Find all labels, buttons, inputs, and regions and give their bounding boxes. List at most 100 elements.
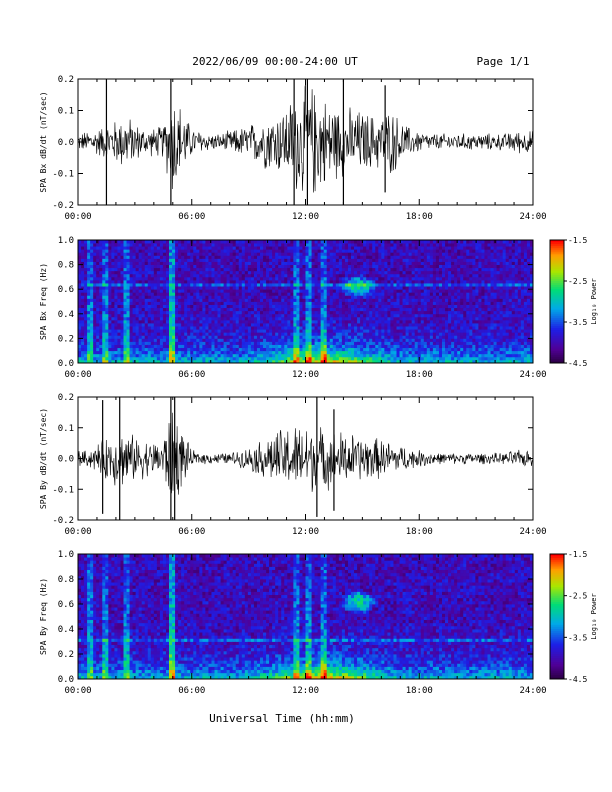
spectrogram-cell (78, 249, 82, 253)
spectrogram-cell (156, 307, 161, 312)
spectrogram-cell (211, 273, 215, 278)
spectrogram-cell (229, 326, 234, 330)
spectrogram-cell (169, 356, 173, 361)
spectrogram-cell (290, 292, 294, 296)
spectrogram-cell (402, 347, 406, 352)
spectrogram-cell (448, 298, 452, 302)
spectrogram-cell (426, 295, 431, 299)
spectrogram-cell (351, 292, 355, 296)
spectrogram-cell (105, 279, 109, 284)
spectrogram-cell (287, 267, 291, 272)
spectrogram-cell (432, 353, 437, 358)
spectrogram-cell (426, 255, 431, 259)
spectrogram-cell (126, 276, 130, 281)
spectrogram-cell (372, 319, 376, 324)
spectrogram-cell (435, 264, 440, 269)
spectrogram-cell (314, 319, 319, 324)
spectrogram-cell (296, 270, 300, 275)
spectrogram-cell (144, 240, 149, 244)
spectrogram-cell (417, 279, 422, 284)
spectrogram-cell (141, 298, 146, 302)
spectrogram-cell (442, 344, 446, 349)
spectrogram-cell (129, 261, 133, 265)
spectrogram-cell (341, 292, 346, 296)
spectrogram-cell (178, 267, 182, 272)
spectrogram-cell (229, 304, 234, 309)
spectrogram-cell (147, 283, 152, 287)
spectrogram-cell (347, 276, 352, 281)
spectrogram-cell (393, 329, 397, 333)
spectrogram-cell (320, 347, 325, 352)
spectrogram-cell (435, 255, 440, 259)
spectrogram-cell (438, 249, 443, 253)
spectrogram-cell (269, 243, 273, 247)
spectrogram-cell (408, 273, 413, 278)
spectrogram-cell (372, 246, 376, 250)
spectrogram-cell (196, 246, 200, 250)
spectrogram-cell (314, 267, 319, 272)
spectrogram-cell (390, 353, 394, 358)
spectrogram-cell (150, 341, 155, 345)
spectrogram-cell (375, 255, 379, 259)
spectrogram-cell (156, 243, 161, 247)
spectrogram-cell (311, 276, 315, 281)
spectrogram-cell (165, 356, 170, 361)
spectrogram-cell (196, 276, 200, 281)
spectrogram-cell (320, 313, 325, 318)
spectrogram-cell (172, 316, 176, 321)
spectrogram-cell (175, 338, 179, 342)
spectrogram-cell (432, 249, 437, 253)
spectrogram-cell (253, 319, 258, 324)
spectrogram-cell (165, 273, 170, 278)
spectrogram-cell (226, 240, 231, 244)
spectrogram-cell (435, 267, 440, 272)
spectrogram-cell (445, 283, 449, 287)
spectrogram-cell (341, 261, 346, 265)
spectrogram-cell (338, 261, 343, 265)
spectrogram-cell (266, 276, 270, 281)
spectrogram-cell (226, 283, 231, 287)
spectrogram-cell (366, 279, 370, 284)
spectrogram-cell (102, 246, 106, 250)
spectrogram-cell (426, 356, 431, 361)
spectrogram-cell (241, 258, 246, 262)
spectrogram-cell (138, 286, 143, 290)
spectrogram-cell (232, 292, 237, 296)
spectrogram-cell (181, 344, 185, 349)
spectrogram-cell (399, 276, 403, 281)
spectrogram-cell (344, 332, 349, 336)
spectrogram-cell (111, 298, 115, 302)
spectrogram-cell (256, 279, 261, 284)
spectrogram-cell (290, 273, 294, 278)
spectrogram-cell (445, 292, 449, 296)
spectrogram-cell (108, 356, 112, 361)
spectrogram-cell (284, 240, 288, 244)
spectrogram-cell (123, 286, 127, 290)
spectrogram-cell (344, 249, 349, 253)
spectrogram-cell (162, 292, 167, 296)
spectrogram-cell (108, 279, 112, 284)
spectrogram-cell (378, 307, 382, 312)
spectrogram-cell (438, 338, 443, 342)
spectrogram-cell (423, 240, 428, 244)
spectrogram-cell (360, 329, 364, 333)
spectrogram-cell (153, 295, 158, 299)
spectrogram-cell (205, 347, 209, 352)
spectrogram-cell (420, 286, 425, 290)
spectrogram-cell (87, 264, 91, 269)
spectrogram-cell (411, 353, 416, 358)
spectrogram-cell (78, 307, 82, 312)
spectrogram-cell (396, 347, 400, 352)
spectrogram-cell (205, 240, 209, 244)
spectrogram-cell (84, 246, 88, 250)
spectrogram-cell (372, 283, 376, 287)
spectrogram-cell (138, 316, 143, 321)
spectrogram-cell (147, 289, 152, 293)
spectrogram-cell (223, 298, 228, 302)
spectrogram-cell (399, 329, 403, 333)
spectrogram-cell (290, 359, 294, 364)
spectrogram-cell (159, 304, 164, 309)
spectrogram-cell (235, 292, 240, 296)
spectrogram-cell (372, 338, 376, 342)
spectrogram-cell (396, 270, 400, 275)
